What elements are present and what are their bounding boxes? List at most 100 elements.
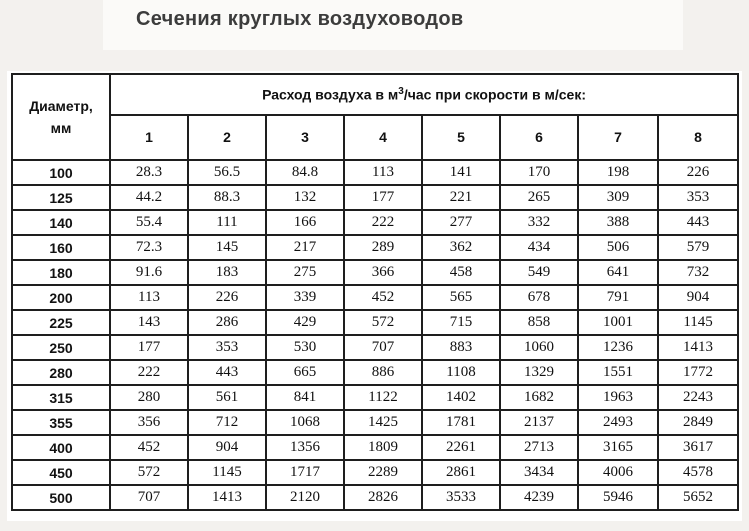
airflow-table: Диаметр, мм Расход воздуха в м3/час при …	[11, 73, 740, 511]
flow-header-prefix: Расход воздуха в м	[262, 86, 399, 103]
flow-value-cell: 561	[187, 384, 267, 411]
flow-value-cell: 3434	[499, 459, 579, 486]
flow-value-cell: 2261	[421, 434, 501, 461]
flow-value-cell: 388	[577, 209, 659, 236]
diameter-header: Диаметр, мм	[11, 73, 111, 161]
flow-value-cell: 366	[343, 259, 423, 286]
diameter-cell: 315	[11, 384, 111, 411]
flow-value-cell: 2849	[656, 409, 740, 436]
flow-value-cell: 1236	[577, 334, 659, 361]
table-row: 160 72.3 145 217 289 362 434 506 579	[11, 234, 740, 261]
flow-value-cell: 111	[187, 209, 267, 236]
flow-value-cell: 1122	[343, 384, 423, 411]
flow-value-cell: 226	[187, 284, 267, 311]
flow-value-cell: 289	[343, 234, 423, 261]
flow-value-cell: 904	[187, 434, 267, 461]
flow-value-cell: 565	[421, 284, 501, 311]
speed-header-6: 6	[499, 113, 579, 162]
diameter-header-line2: мм	[50, 120, 72, 136]
flow-value-cell: 286	[187, 309, 267, 336]
flow-value-cell: 886	[343, 359, 423, 386]
flow-value-cell: 141	[421, 159, 501, 186]
table-row: 355 356 712 1068 1425 1781 2137 2493 2849	[11, 409, 740, 436]
flow-value-cell: 2826	[343, 484, 423, 511]
flow-value-cell: 332	[499, 209, 579, 236]
flow-value-cell: 579	[656, 234, 740, 261]
table-row: 250 177 353 530 707 883 1060 1236 1413	[11, 334, 740, 361]
flow-value-cell: 715	[421, 309, 501, 336]
flow-value-cell: 277	[421, 209, 501, 236]
flow-value-cell: 1145	[656, 309, 740, 336]
flow-value-cell: 353	[656, 184, 740, 211]
flow-value-cell: 2861	[421, 459, 501, 486]
table-row: 100 28.3 56.5 84.8 113 141 170 198 226	[11, 159, 740, 186]
flow-value-cell: 572	[343, 309, 423, 336]
flow-value-cell: 443	[656, 209, 740, 236]
flow-value-cell: 549	[499, 259, 579, 286]
flow-value-cell: 1402	[421, 384, 501, 411]
flow-value-cell: 356	[109, 409, 189, 436]
flow-value-cell: 72.3	[109, 234, 189, 261]
table-row: 180 91.6 183 275 366 458 549 641 732	[11, 259, 740, 286]
flow-value-cell: 1413	[656, 334, 740, 361]
flow-value-cell: 4578	[656, 459, 740, 486]
flow-value-cell: 353	[187, 334, 267, 361]
flow-value-cell: 198	[577, 159, 659, 186]
flow-value-cell: 506	[577, 234, 659, 261]
diameter-cell: 250	[11, 334, 111, 361]
table-row: 140 55.4 111 166 222 277 332 388 443	[11, 209, 740, 236]
flow-value-cell: 44.2	[109, 184, 189, 211]
flow-value-cell: 177	[343, 184, 423, 211]
table-body: 100 28.3 56.5 84.8 113 141 170 198 226 125 44.2 88.…	[11, 159, 740, 511]
diameter-cell: 125	[11, 184, 111, 211]
flow-value-cell: 2137	[499, 409, 579, 436]
flow-value-cell: 1551	[577, 359, 659, 386]
flow-value-cell: 858	[499, 309, 579, 336]
flow-value-cell: 1413	[187, 484, 267, 511]
flow-value-cell: 217	[265, 234, 345, 261]
flow-value-cell: 2493	[577, 409, 659, 436]
flow-value-cell: 177	[109, 334, 189, 361]
flow-value-cell: 170	[499, 159, 579, 186]
flow-value-cell: 443	[187, 359, 267, 386]
flow-value-cell: 221	[421, 184, 501, 211]
flow-value-cell: 712	[187, 409, 267, 436]
flow-value-cell: 2120	[265, 484, 345, 511]
flow-value-cell: 530	[265, 334, 345, 361]
flow-value-cell: 452	[109, 434, 189, 461]
flow-value-cell: 3617	[656, 434, 740, 461]
flow-value-cell: 280	[109, 384, 189, 411]
flow-value-cell: 226	[656, 159, 740, 186]
flow-header: Расход воздуха в м3/час при скорости в м…	[108, 73, 740, 116]
flow-value-cell: 4239	[499, 484, 579, 511]
flow-value-cell: 732	[656, 259, 740, 286]
diameter-cell: 400	[11, 434, 111, 461]
flow-value-cell: 2713	[499, 434, 579, 461]
flow-value-cell: 665	[265, 359, 345, 386]
flow-value-cell: 641	[577, 259, 659, 286]
diameter-cell: 500	[11, 484, 111, 511]
speed-header-5: 5	[421, 113, 501, 162]
flow-value-cell: 132	[265, 184, 345, 211]
flow-value-cell: 1772	[656, 359, 740, 386]
table-row: 450 572 1145 1717 2289 2861 3434 4006 4578	[11, 459, 740, 486]
flow-value-cell: 1356	[265, 434, 345, 461]
flow-value-cell: 707	[343, 334, 423, 361]
speed-header-1: 1	[109, 113, 189, 162]
flow-value-cell: 145	[187, 234, 267, 261]
flow-value-cell: 1108	[421, 359, 501, 386]
flow-value-cell: 883	[421, 334, 501, 361]
flow-header-suffix: /час при скорости в м/сек:	[403, 86, 587, 103]
flow-value-cell: 1425	[343, 409, 423, 436]
flow-value-cell: 84.8	[265, 159, 345, 186]
diameter-cell: 180	[11, 259, 111, 286]
flow-value-cell: 28.3	[109, 159, 189, 186]
diameter-cell: 280	[11, 359, 111, 386]
flow-value-cell: 222	[343, 209, 423, 236]
diameter-cell: 225	[11, 309, 111, 336]
flow-value-cell: 113	[109, 284, 189, 311]
flow-value-cell: 309	[577, 184, 659, 211]
flow-value-cell: 3165	[577, 434, 659, 461]
flow-value-cell: 458	[421, 259, 501, 286]
